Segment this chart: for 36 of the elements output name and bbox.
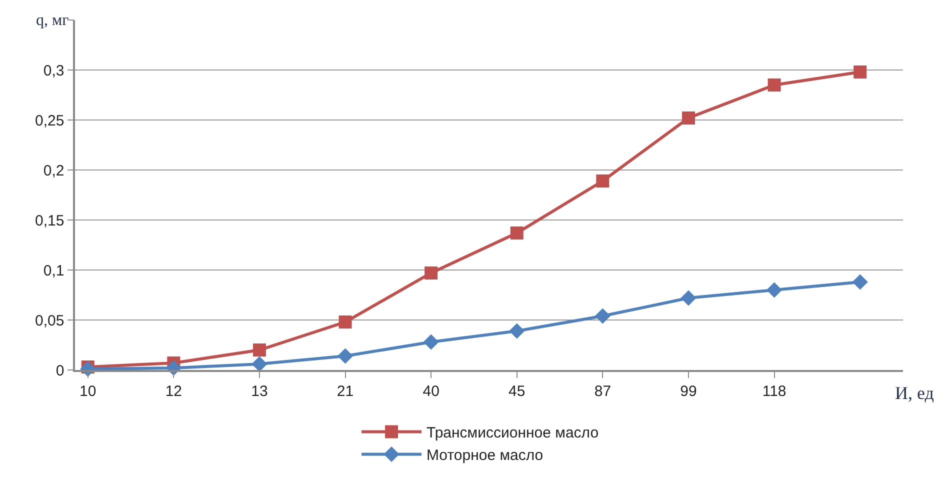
point (596, 174, 610, 188)
x-tick-label: 13 (251, 382, 268, 400)
y-tick-label: 0,25 (35, 112, 64, 130)
y-tick-label: 0,2 (43, 162, 64, 180)
x-axis-title: И, ед (895, 383, 934, 403)
y-tick-label: 0,05 (35, 312, 64, 330)
x-tick-label: 45 (508, 382, 526, 400)
x-tick-label: 10 (80, 382, 96, 400)
x-tick-label: 12 (165, 382, 182, 400)
point (594, 308, 610, 324)
point (682, 112, 695, 124)
point (423, 334, 439, 350)
y-axis-title: q, мг (36, 12, 70, 29)
point (252, 356, 268, 372)
point (338, 316, 352, 328)
x-tick-label: 87 (594, 382, 612, 400)
point (510, 226, 524, 240)
point (680, 290, 696, 306)
y-tick-label: 0 (56, 362, 64, 380)
point (768, 78, 781, 92)
point (337, 348, 354, 364)
legend-label: Трансмиссионное масло (426, 424, 599, 442)
point (854, 66, 867, 78)
legend-label: Моторное масло (426, 447, 544, 464)
point (252, 344, 266, 356)
point (424, 266, 438, 280)
point (509, 323, 525, 339)
y-tick-label: 0,15 (35, 212, 64, 230)
x-tick-label: 99 (680, 382, 697, 400)
y-tick-label: 0,3 (43, 62, 64, 80)
point (852, 274, 868, 290)
x-tick-label: 21 (336, 382, 354, 400)
y-tick-label: 0,1 (43, 262, 64, 280)
x-tick-label: 118 (762, 382, 786, 400)
point (766, 282, 782, 298)
x-tick-label: 40 (422, 382, 440, 400)
